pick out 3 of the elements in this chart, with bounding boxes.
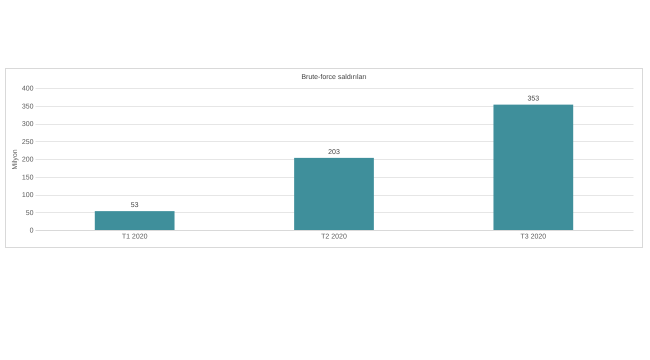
- bar: [493, 104, 574, 230]
- bar: [294, 158, 374, 230]
- bar: [94, 211, 175, 230]
